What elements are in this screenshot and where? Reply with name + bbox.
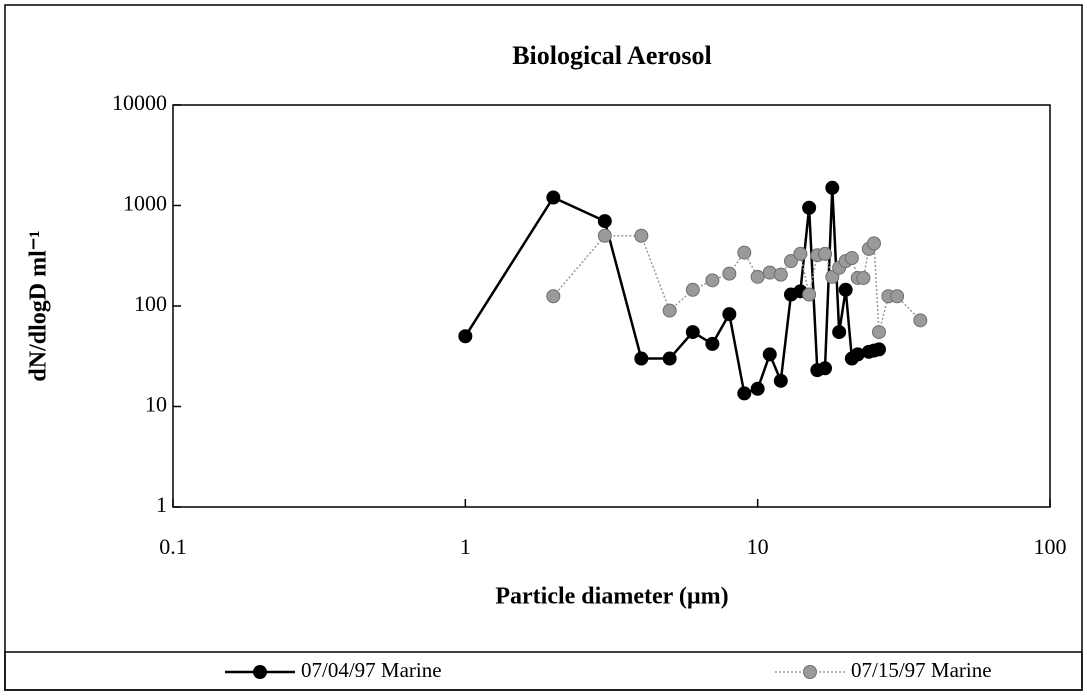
marker [783, 254, 798, 269]
y-tick-label: 1 [156, 492, 167, 517]
chart-title: Biological Aerosol [512, 41, 712, 70]
marker [856, 270, 871, 285]
x-axis-label: Particle diameter (µm) [495, 584, 728, 610]
marker [802, 200, 817, 215]
y-tick-label: 100 [134, 291, 167, 316]
marker [546, 190, 561, 205]
marker [722, 266, 737, 281]
marker [762, 347, 777, 362]
marker [750, 269, 765, 284]
legend-text: 07/15/97 Marine [851, 658, 992, 682]
legend-box [4, 651, 1083, 691]
marker [705, 336, 720, 351]
marker [871, 342, 886, 357]
y-tick-label: 1000 [123, 191, 167, 216]
marker [838, 282, 853, 297]
marker [750, 381, 765, 396]
marker [722, 307, 737, 322]
marker [546, 289, 561, 304]
series-line [552, 235, 921, 333]
y-axis-label: dN/dlogD ml⁻¹ [26, 230, 52, 381]
chart-frame [4, 4, 1083, 691]
legend-text: 07/04/97 Marine [301, 658, 442, 682]
marker [890, 289, 905, 304]
marker [818, 246, 833, 261]
marker [818, 361, 833, 376]
marker [832, 325, 847, 340]
x-tick-label: 10 [747, 534, 769, 559]
marker [793, 246, 808, 261]
marker [773, 373, 788, 388]
marker [802, 287, 817, 302]
x-tick-label: 1 [460, 534, 471, 559]
marker [705, 273, 720, 288]
marker [737, 386, 752, 401]
marker [458, 329, 473, 344]
marker [803, 665, 817, 679]
marker [685, 325, 700, 340]
y-tick-label: 10000 [112, 90, 167, 115]
marker [634, 351, 649, 366]
marker [844, 251, 859, 266]
marker [825, 180, 840, 195]
marker [685, 282, 700, 297]
marker [913, 313, 928, 328]
marker [662, 351, 677, 366]
marker [773, 267, 788, 282]
marker [662, 303, 677, 318]
marker [634, 228, 649, 243]
x-tick-label: 100 [1034, 534, 1067, 559]
marker [871, 325, 886, 340]
marker [737, 245, 752, 260]
marker [597, 228, 612, 243]
y-tick-label: 10 [145, 392, 167, 417]
marker [597, 214, 612, 229]
x-tick-label: 0.1 [159, 534, 187, 559]
marker [866, 236, 881, 251]
marker [253, 665, 267, 679]
